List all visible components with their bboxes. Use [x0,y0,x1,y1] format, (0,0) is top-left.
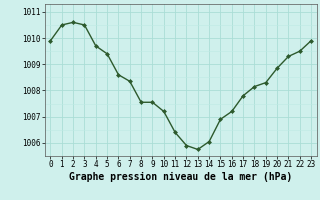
X-axis label: Graphe pression niveau de la mer (hPa): Graphe pression niveau de la mer (hPa) [69,172,292,182]
